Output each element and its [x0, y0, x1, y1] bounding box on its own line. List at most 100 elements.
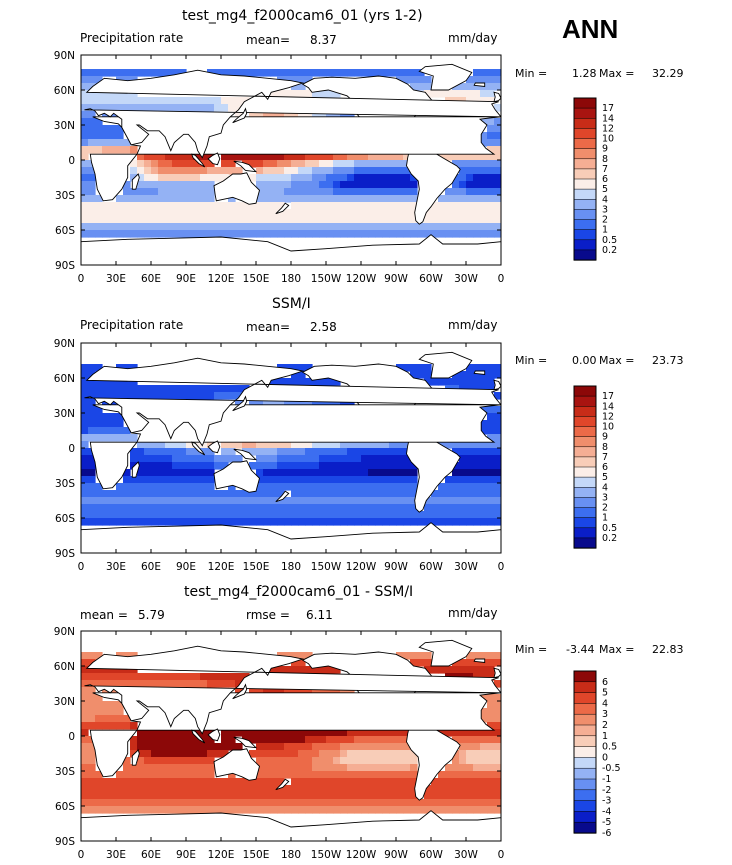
- y-tick-label: 60N: [54, 373, 75, 385]
- colorbar-box: [573, 168, 597, 180]
- colorbar-frame: [573, 97, 597, 261]
- colorbar-box: [573, 713, 597, 726]
- x-tick-label: 0: [78, 849, 85, 861]
- colorbar-label: -1: [602, 774, 611, 785]
- colorbar-label: 5: [602, 688, 608, 699]
- colorbar-label: 6: [602, 462, 608, 473]
- y-tick-label: 30N: [54, 696, 75, 708]
- colorbar-box: [573, 446, 597, 458]
- colorbar-box: [573, 517, 597, 529]
- japan-outline: [232, 107, 248, 124]
- colorbar-box: [573, 703, 597, 715]
- x-tick-label: 60W: [419, 561, 443, 573]
- colorbar-box: [573, 724, 597, 737]
- x-tick-label: 90W: [384, 849, 408, 861]
- continents: [81, 351, 501, 553]
- colorbar-box: [573, 406, 597, 418]
- x-tick-label: 90E: [176, 561, 196, 573]
- colorbar-box: [573, 507, 597, 519]
- difference-map: 0 30E 60E 90E 120E 150E 180 150W 120W 90W 60W 30W 09…: [54, 626, 621, 861]
- observation-panel: SSM/I Precipitation rate mean= 2.58 mm/d…: [0, 288, 732, 576]
- colorbar-box: [573, 395, 597, 407]
- x-tick-label: 90E: [176, 273, 196, 285]
- colorbar-frame: [573, 670, 597, 834]
- x-tick-label: 0: [498, 273, 505, 285]
- colorbar-label: 3: [602, 709, 608, 720]
- colorbar-box: [573, 767, 597, 780]
- x-tick-label: 90E: [176, 849, 196, 861]
- colorbar-label: 4: [602, 194, 608, 205]
- colorbar-label: 4: [602, 482, 608, 493]
- colorbar-label: 2: [602, 503, 608, 514]
- colorbar-box: [573, 118, 597, 130]
- mean-value: 8.37: [310, 33, 337, 47]
- min-value: 0.00: [572, 354, 597, 367]
- season-label: ANN: [562, 14, 619, 44]
- australia-outline: [213, 748, 261, 781]
- colorbar-box: [573, 138, 597, 150]
- min-label: Min =: [515, 67, 548, 80]
- max-value: 32.29: [652, 67, 684, 80]
- colorbar-label: 2: [602, 215, 608, 226]
- y-tick-label: 30N: [54, 120, 75, 132]
- colorbar-label: 9: [602, 144, 608, 155]
- mean-value: 5.79: [138, 608, 165, 622]
- units-label: mm/day: [448, 31, 498, 45]
- max-label: Max =: [599, 67, 635, 80]
- y-tick-label: 90S: [55, 836, 75, 848]
- max-label: Max =: [599, 643, 635, 656]
- iceland-outline: [473, 370, 486, 376]
- colorbar-label: -6: [602, 828, 611, 839]
- colorbar-box: [573, 670, 597, 683]
- colorbar-box: [573, 199, 597, 211]
- y-tick-label: 0: [68, 155, 75, 167]
- x-tick-label: 60E: [141, 561, 161, 573]
- y-tick-label: 0: [68, 443, 75, 455]
- colorbar-box: [573, 97, 597, 109]
- panel-title: test_mg4_f2000cam6_01 (yrs 1-2): [182, 8, 423, 24]
- borneo-outline: [207, 728, 221, 742]
- variable-label: Precipitation rate: [80, 31, 184, 45]
- y-tick-label: 60S: [55, 801, 75, 813]
- colorbar-label: 7: [602, 452, 608, 463]
- y-tick-label: 60N: [54, 661, 75, 673]
- antarctica-outline: [81, 810, 501, 841]
- y-tick-label: 0: [68, 731, 75, 743]
- x-tick-label: 120W: [346, 561, 377, 573]
- x-tick-label: 150W: [311, 561, 342, 573]
- x-tick-label: 0: [78, 561, 85, 573]
- x-tick-label: 30E: [106, 849, 126, 861]
- colorbar-label: 0.5: [602, 235, 617, 246]
- colorbar-box: [573, 456, 597, 468]
- colorbar-label: 0.5: [602, 742, 617, 753]
- precip-field: [81, 652, 501, 814]
- colorbar-box: [573, 158, 597, 170]
- x-tick-label: 150E: [243, 849, 270, 861]
- max-value: 22.83: [652, 643, 684, 656]
- iceland-outline: [473, 82, 486, 88]
- variable-label: Precipitation rate: [80, 318, 184, 332]
- colorbar-box: [573, 476, 597, 488]
- x-tick-label: 150W: [311, 849, 342, 861]
- colorbar-label: 14: [602, 113, 614, 124]
- y-tick-label: 60S: [55, 225, 75, 237]
- colorbar-box: [573, 148, 597, 160]
- colorbar-label: 17: [602, 391, 614, 402]
- colorbar-label: 0.2: [602, 245, 617, 256]
- x-tick-label: 90W: [384, 273, 408, 285]
- new-zealand-outline: [275, 778, 290, 791]
- max-label: Max =: [599, 354, 635, 367]
- y-tick-label: 30S: [55, 190, 75, 202]
- colorbar-box: [573, 778, 597, 791]
- units-label: mm/day: [448, 606, 498, 620]
- panel-title: test_mg4_f2000cam6_01 - SSM/I: [184, 584, 414, 600]
- panel-title: SSM/I: [272, 296, 311, 312]
- colorbar-box: [573, 800, 597, 813]
- greenland-outline: [418, 639, 473, 667]
- colorbar-box: [573, 746, 597, 759]
- eurasia-outline: [84, 357, 501, 447]
- min-label: Min =: [515, 354, 548, 367]
- colorbar-label: 9: [602, 432, 608, 443]
- continents: [81, 63, 501, 265]
- y-tick-label: 30S: [55, 766, 75, 778]
